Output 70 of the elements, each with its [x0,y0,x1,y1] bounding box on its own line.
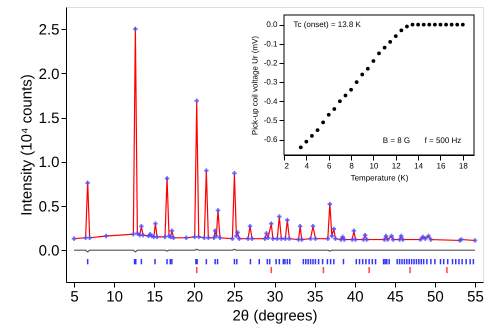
x-axis-title: Temperature (K) [350,174,409,182]
point [399,28,404,32]
x-tick-label: 2 [284,162,290,170]
x-tick-label: 16 [436,162,446,170]
x-tick-label: 15 [146,288,164,306]
x-tick-label: 30 [266,288,284,306]
x-tick-label: 14 [414,162,424,170]
annotation: Tc (onset) = 13.8 K [294,20,362,29]
point [382,46,386,50]
point [366,66,370,71]
y-tick-label: 2.0 [38,66,60,83]
point [304,140,308,144]
point [349,88,353,92]
x-tick-label: 6 [326,162,332,170]
point [344,94,348,98]
x-tick-label: 10 [106,288,123,306]
x-tick-label: 4 [304,162,310,170]
x-tick-label: 35 [306,288,324,306]
y-tick-label: 0.5 [38,198,60,216]
y-tick-label: -0.1 [264,39,278,48]
point [427,22,432,26]
point [455,22,460,26]
x-tick-label: 5 [70,288,79,306]
point [377,51,381,56]
x-tick-label: 12 [392,162,402,170]
point [450,22,454,26]
x-tick-label: 45 [386,288,404,306]
point [410,22,414,26]
point [422,22,426,26]
point [405,24,409,28]
point [316,128,320,132]
point [360,72,364,76]
point [338,99,342,104]
point [444,22,448,26]
point [388,40,392,44]
y-tick-label: -0.2 [264,58,278,68]
point [460,22,465,26]
x-tick-label: 18 [458,162,468,170]
x-tick-label: 10 [369,162,379,170]
y-axis-title: Intensity (10⁴ counts) [18,74,36,216]
y-tick-label: 1.5 [38,110,60,128]
y-tick-label: 2.5 [38,22,60,39]
y-tick-label: 1.0 [38,154,60,172]
point [394,34,398,38]
x-tick-label: 20 [186,288,204,306]
y-tick-label: -0.4 [264,96,278,106]
point [310,134,314,138]
y-tick-label: -0.6 [264,135,278,144]
annotation: B = 8 G [382,136,410,145]
y-tick-label: -0.5 [264,116,278,125]
point [321,120,325,124]
y-tick-label: -0.3 [264,78,278,87]
point [372,59,376,63]
point [416,22,420,26]
point [326,112,331,117]
y-tick-label: 0.0 [38,242,60,260]
y-tick-label: 0.0 [266,20,278,30]
x-tick-label: 55 [467,288,484,306]
x-tick-label: 50 [427,288,444,306]
point [438,22,442,26]
x-tick-label: 25 [226,288,244,306]
x-axis-title: 2θ (degrees) [232,308,318,324]
x-tick-label: 8 [349,162,354,170]
point [354,80,359,84]
y-axis-title: Pick-up coil voltage Ur (mV) [250,36,260,136]
point [332,107,336,111]
point [433,22,437,26]
annotation: f = 500 Hz [424,136,462,145]
x-tick-label: 40 [346,288,364,306]
point [298,145,303,150]
